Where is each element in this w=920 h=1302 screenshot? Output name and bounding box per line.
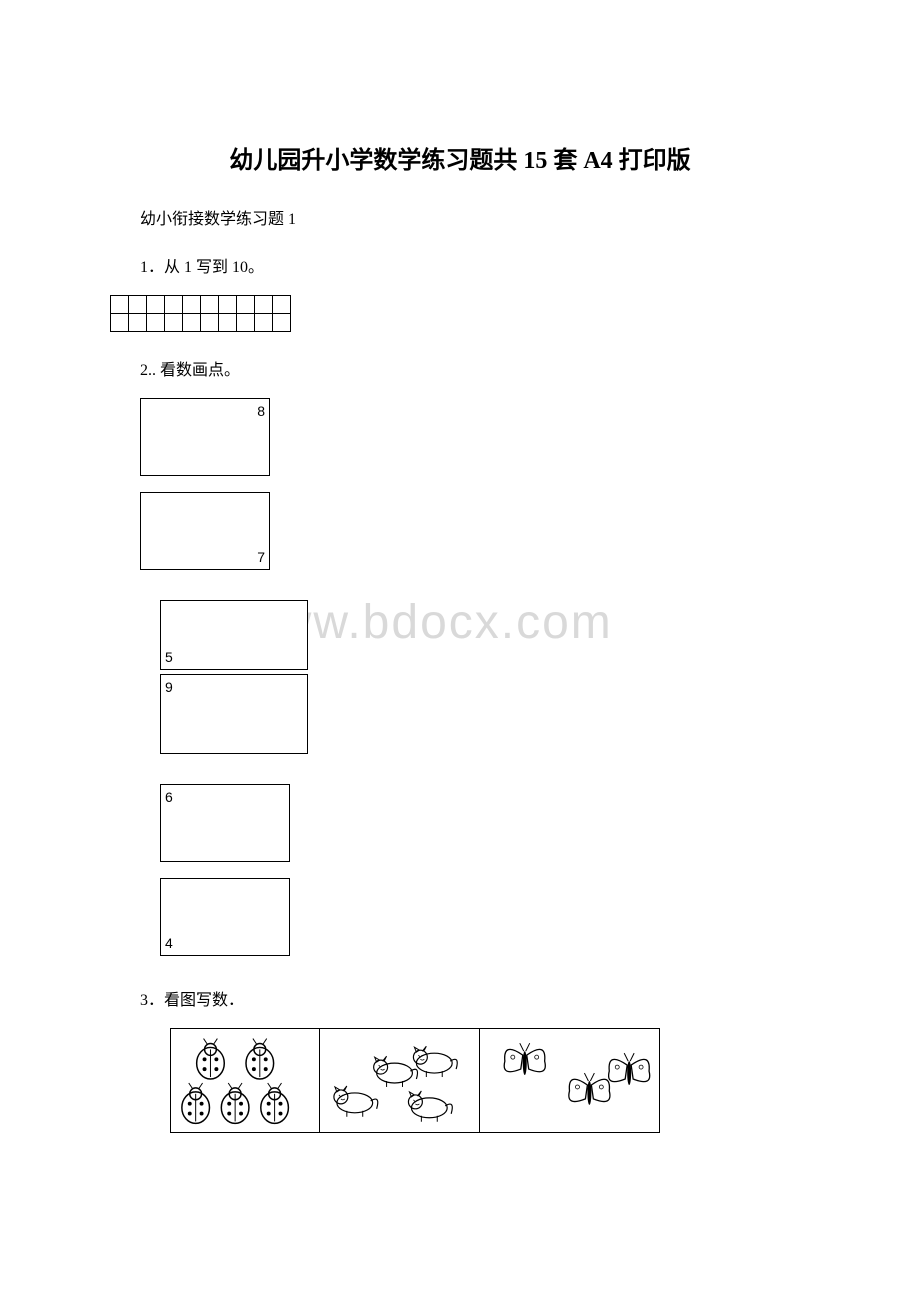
number-dot-box: 5	[160, 600, 308, 670]
grid-cell	[219, 314, 237, 332]
grid-cell	[255, 314, 273, 332]
grid-cell	[273, 296, 291, 314]
grid-cell	[219, 296, 237, 314]
number-dot-box: 8	[140, 398, 270, 476]
question-2-label: 2.. 看数画点。	[140, 356, 810, 380]
count-image-cell-cats	[320, 1028, 480, 1133]
grid-cell	[237, 296, 255, 314]
grid-cell	[273, 314, 291, 332]
dot-boxes-group-2: 59	[160, 600, 810, 754]
grid-cell	[201, 296, 219, 314]
page-title: 幼儿园升小学数学练习题共 15 套 A4 打印版	[110, 140, 810, 175]
box-number-label: 9	[165, 679, 173, 695]
dot-boxes-group-1: 87	[140, 398, 810, 570]
document-content: 幼儿园升小学数学练习题共 15 套 A4 打印版 幼小衔接数学练习题 1 1．从…	[110, 140, 810, 1133]
grid-cell	[111, 296, 129, 314]
box-number-label: 4	[165, 935, 173, 951]
grid-cell	[183, 296, 201, 314]
grid-cell	[183, 314, 201, 332]
number-dot-box: 6	[160, 784, 290, 862]
grid-cell	[147, 296, 165, 314]
grid-cell	[111, 314, 129, 332]
number-dot-box: 7	[140, 492, 270, 570]
grid-cell	[165, 296, 183, 314]
grid-cell	[129, 296, 147, 314]
dot-boxes-group-3: 64	[160, 784, 810, 956]
box-number-label: 5	[165, 649, 173, 665]
grid-cell	[255, 296, 273, 314]
grid-cell	[129, 314, 147, 332]
number-dot-box: 4	[160, 878, 290, 956]
grid-cell	[147, 314, 165, 332]
box-number-label: 7	[257, 549, 265, 565]
box-number-label: 6	[165, 789, 173, 805]
count-image-cell-butterflies	[480, 1028, 660, 1133]
box-number-label: 8	[257, 403, 265, 419]
worksheet-subtitle: 幼小衔接数学练习题 1	[140, 205, 810, 229]
number-dot-box: 9	[160, 674, 308, 754]
count-images-row	[170, 1028, 810, 1133]
count-image-cell-ladybugs	[170, 1028, 320, 1133]
grid-cell	[165, 314, 183, 332]
question-3-label: 3．看图写数．	[140, 986, 810, 1010]
grid-cell	[237, 314, 255, 332]
question-1-label: 1．从 1 写到 10。	[140, 253, 810, 277]
write-numbers-grid	[110, 295, 291, 332]
grid-cell	[201, 314, 219, 332]
